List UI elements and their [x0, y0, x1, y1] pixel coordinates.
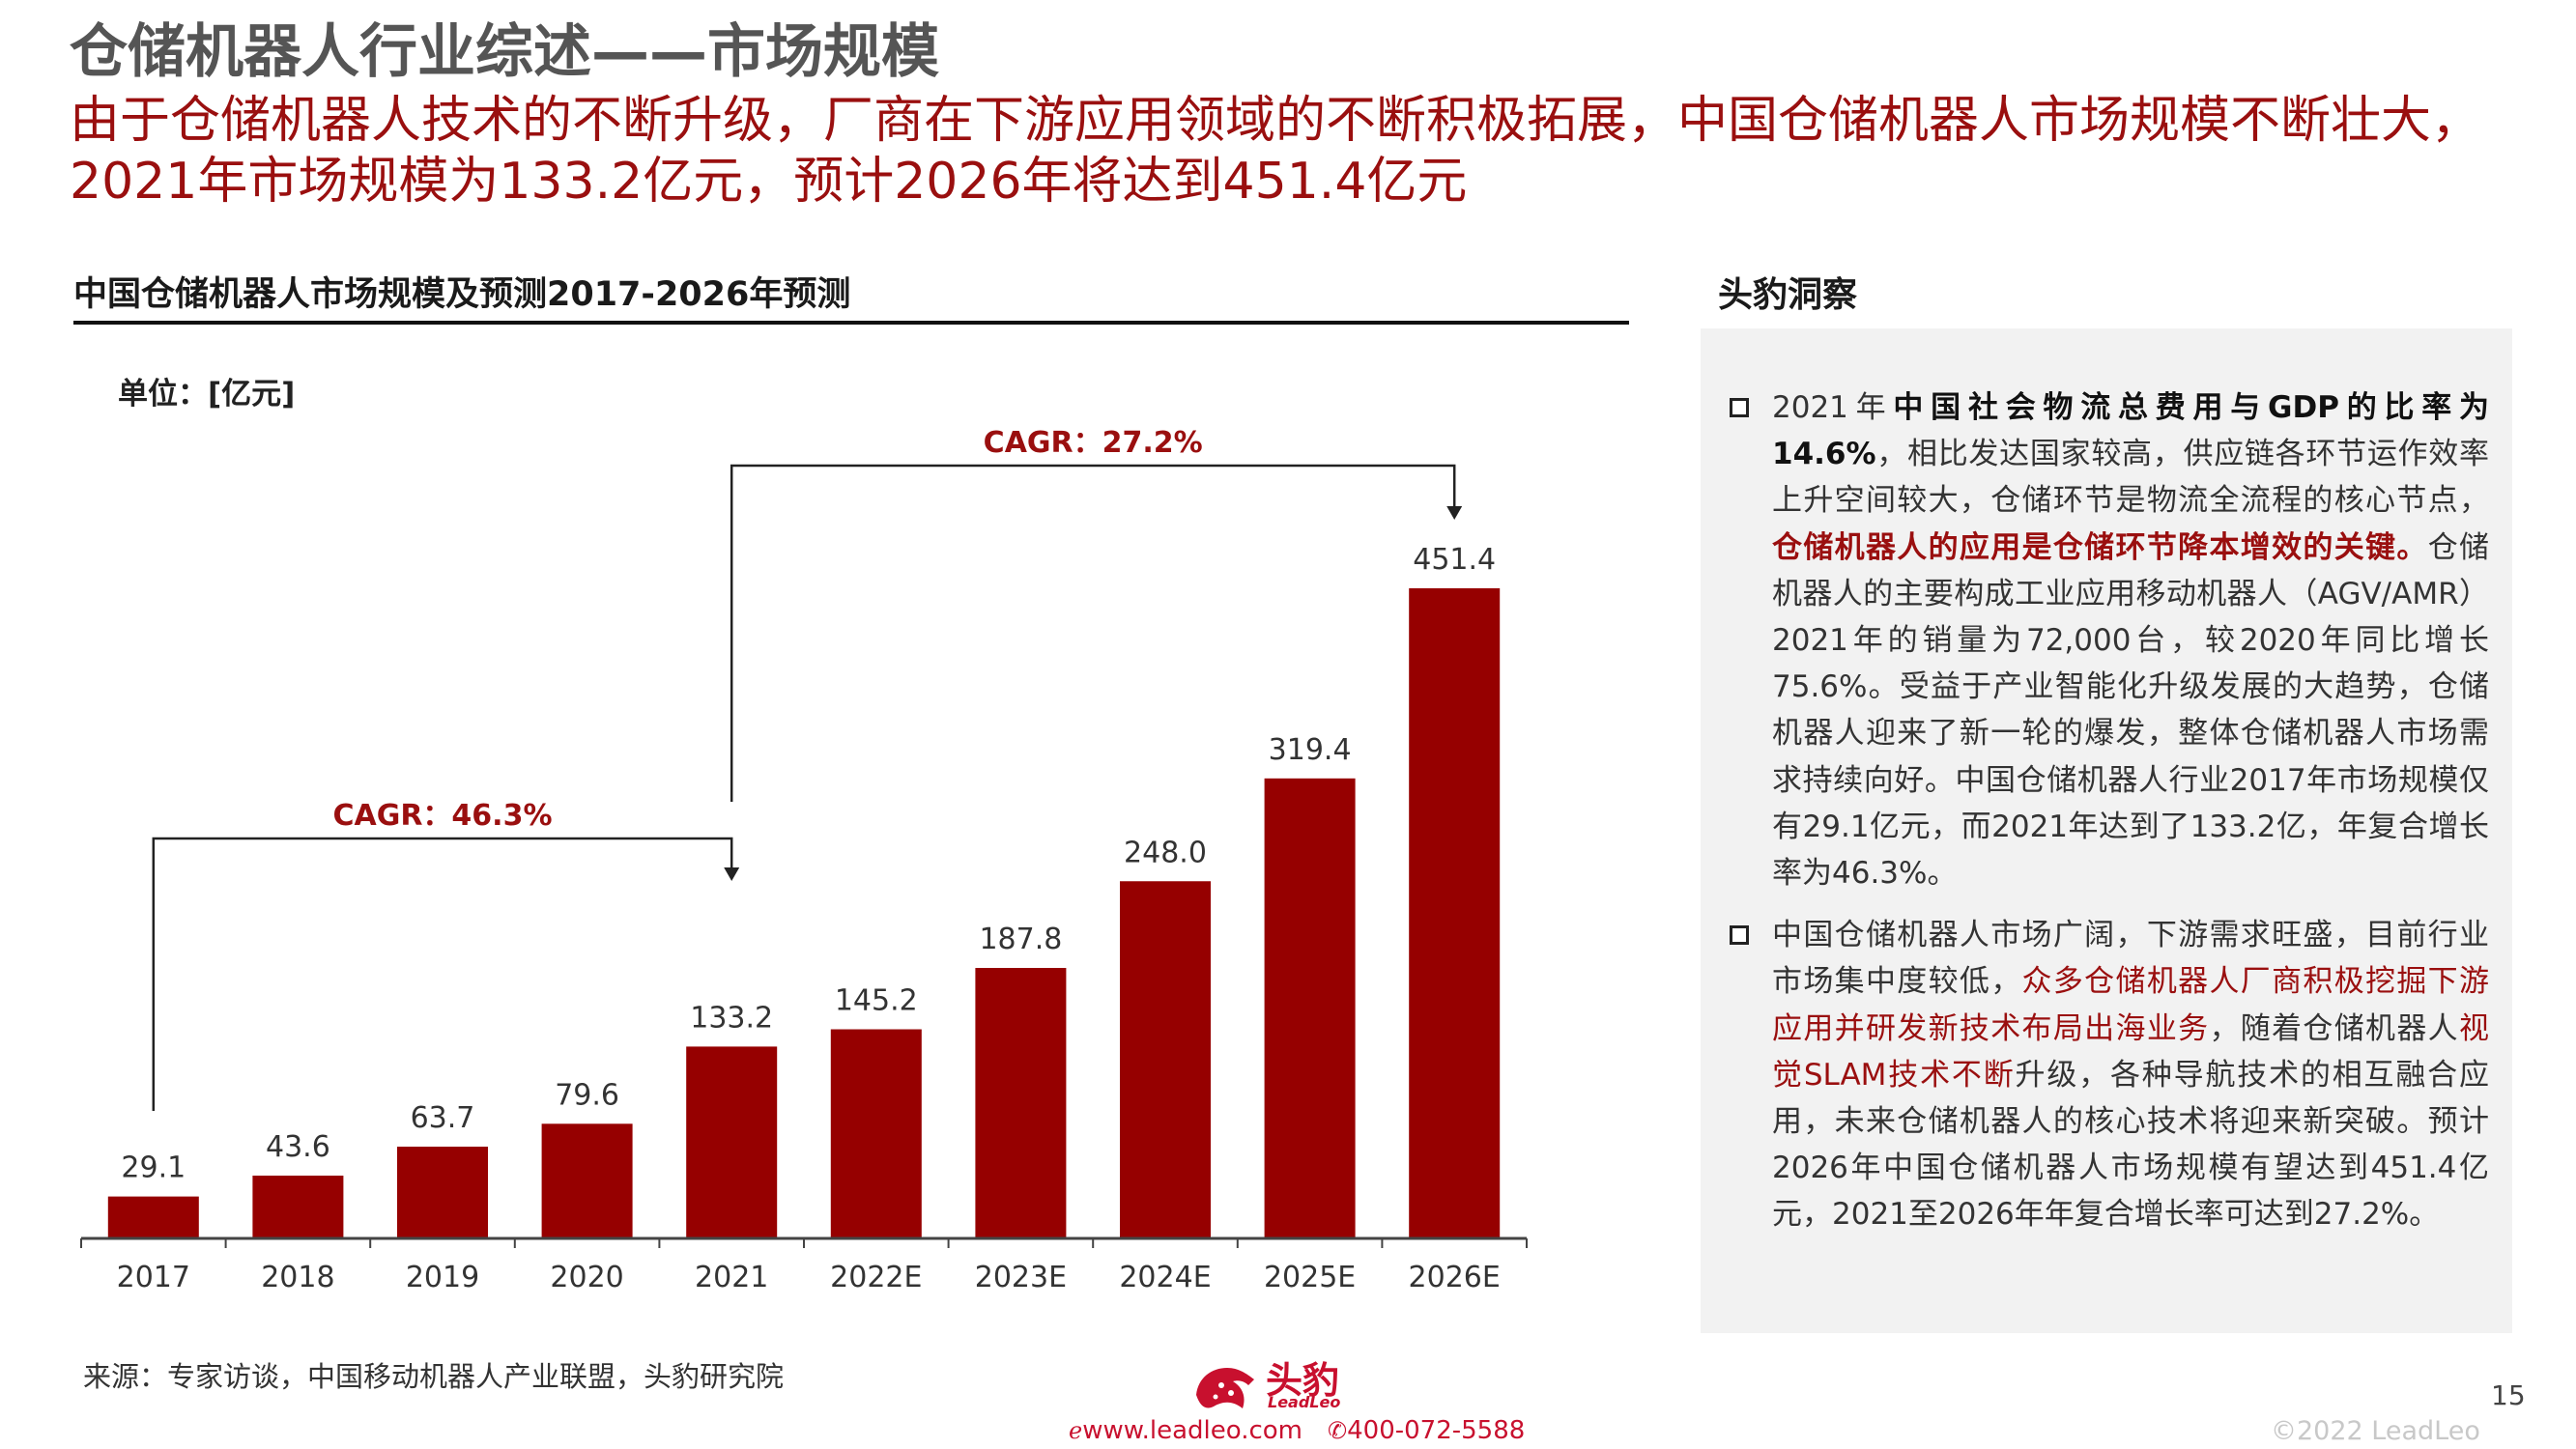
checkbox-icon [1730, 398, 1749, 417]
cagr-arrow-1 [724, 867, 740, 881]
source-note: 来源：专家访谈，中国移动机器人产业联盟，头豹研究院 [83, 1360, 785, 1393]
cagr-label-1: CAGR：46.3% [332, 799, 552, 833]
page-number: 15 [2491, 1379, 2526, 1411]
logo-text: 头豹 [1266, 1359, 1340, 1402]
phone-icon: ✆ [1328, 1417, 1348, 1444]
bar-2026E [1409, 588, 1501, 1238]
data-label-2022E: 145.2 [835, 984, 918, 1018]
market-size-bar-chart: 29.1 2017 43.6 2018 63.7 2019 79.6 2020 133.2 202… [80, 426, 1528, 1294]
x-tick-label-2020: 2020 [550, 1261, 623, 1294]
bar-2018 [252, 1175, 344, 1238]
page-title: 仓储机器人行业综述——市场规模 [70, 18, 939, 86]
insight-title: 头豹洞察 [1718, 275, 1858, 315]
cagr-bracket-2 [730, 464, 1456, 802]
x-tick-label-2024E: 2024E [1119, 1261, 1211, 1294]
insight-2-text-a: 中国仓储机器人市场广阔，下游需求旺盛，目前行业市场集中度较低， [1772, 918, 2489, 1000]
bar-2025E [1264, 778, 1356, 1238]
insight-bullet-1: 2021年中国社会物流总费用与GDP的比率为14.6%，相比发达国家较高，供应链… [1730, 384, 2489, 896]
data-label-2024E: 248.0 [1124, 836, 1207, 869]
x-tick-label-2017: 2017 [117, 1261, 190, 1294]
website-link[interactable]: www.leadleo.com [1082, 1416, 1302, 1445]
x-tick-label-2023E: 2023E [975, 1261, 1067, 1294]
x-tick-label-2026E: 2026E [1409, 1261, 1501, 1294]
x-tick-label-2025E: 2025E [1264, 1261, 1356, 1294]
insight-1-text-d: 仓储机器人的应用是仓储环节降本增效的关键。 [1772, 529, 2428, 565]
bar-2021 [686, 1046, 778, 1238]
bar-2022E [830, 1029, 922, 1238]
data-label-2017: 29.1 [121, 1151, 186, 1185]
chart-title: 中国仓储机器人市场规模及预测2017-2026年预测 [73, 275, 851, 314]
chart-title-divider [73, 321, 1629, 325]
bar-2017 [107, 1196, 199, 1238]
insight-1-text-a: 2021年 [1772, 390, 1894, 425]
data-label-2019: 63.7 [411, 1101, 475, 1135]
bar-2023E [975, 968, 1067, 1238]
bar-2019 [397, 1147, 488, 1238]
insight-2-text-e: 升级，各种导航技术的相互融合应用，未来仓储机器人的核心技术将迎来新突破。预计20… [1772, 1057, 2489, 1233]
insight-1-text-b: 中国社会物流总费用与GDP的比率为14.6% [1772, 390, 2489, 472]
data-label-2020: 79.6 [555, 1078, 619, 1112]
contact-line: ℯwww.leadleo.com ✆400-072-5588 [1069, 1416, 1525, 1445]
bar-2020 [541, 1123, 633, 1238]
cagr-bracket-1 [152, 837, 733, 1111]
logo-subtext: LeadLeo [1268, 1393, 1341, 1411]
data-label-2026E: 451.4 [1413, 543, 1496, 577]
cagr-arrow-2 [1446, 506, 1463, 520]
data-label-2025E: 319.4 [1269, 733, 1352, 767]
data-label-2018: 43.6 [266, 1130, 330, 1164]
web-icon: ℯ [1069, 1417, 1083, 1444]
x-tick-label-2019: 2019 [406, 1261, 479, 1294]
chart-unit-label: 单位：[亿元] [118, 377, 296, 412]
data-label-2023E: 187.8 [979, 923, 1062, 956]
x-tick-label-2021: 2021 [695, 1261, 768, 1294]
checkbox-icon [1730, 925, 1749, 946]
insight-1-text-c: ，相比发达国家较高，供应链各环节运作效率上升空间较大，仓储环节是物流全流程的核心… [1772, 437, 2489, 519]
data-label-2021: 133.2 [690, 1001, 773, 1035]
insight-2-text-d: 视觉SLAM技术不断 [1772, 1010, 2489, 1093]
insight-panel: 2021年中国社会物流总费用与GDP的比率为14.6%，相比发达国家较高，供应链… [1701, 328, 2512, 1333]
bar-2024E [1120, 881, 1211, 1238]
insight-1-text-e: 仓储机器人的主要构成工业应用移动机器人（AGV/AMR）2021年的销量为72,… [1772, 529, 2490, 892]
cagr-label-2: CAGR：27.2% [984, 426, 1203, 460]
page-subtitle: 由于仓储机器人技术的不断升级，厂商在下游应用领域的不断积极拓展，中国仓储机器人市… [70, 92, 2482, 212]
x-tick-label-2022E: 2022E [830, 1261, 922, 1294]
phone-number: 400-072-5588 [1347, 1416, 1526, 1445]
insight-2-text-c: ，随着仓储机器人 [2209, 1010, 2459, 1046]
insight-bullet-2: 中国仓储机器人市场广阔，下游需求旺盛，目前行业市场集中度较低，众多仓储机器人厂商… [1730, 912, 2489, 1237]
leopard-logo-icon [1196, 1368, 1254, 1408]
copyright: ©2022 LeadLeo [2271, 1416, 2480, 1446]
insight-2-text-b: 众多仓储机器人厂商积极挖掘下游应用并研发新技术布局出海业务 [1772, 964, 2489, 1046]
x-tick-label-2018: 2018 [261, 1261, 334, 1294]
